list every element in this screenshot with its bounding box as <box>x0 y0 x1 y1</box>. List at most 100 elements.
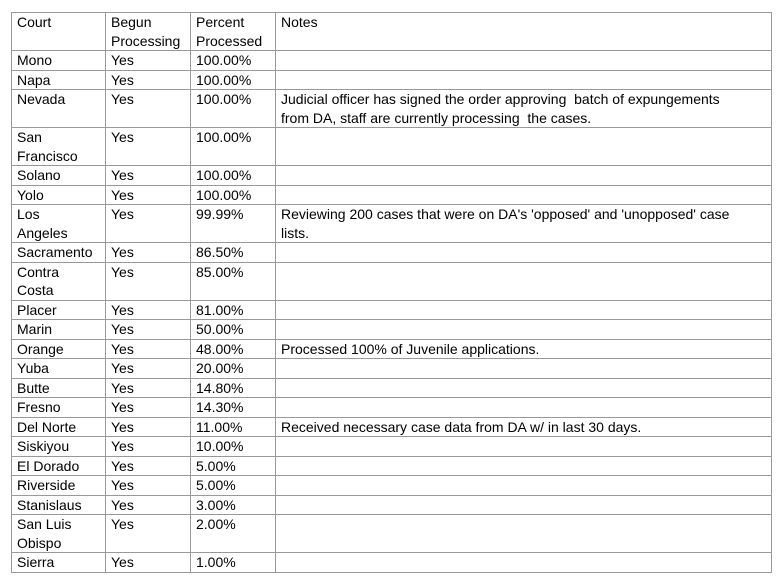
cell-court: San Luis Obispo <box>11 514 106 553</box>
cell-begun-processing: Yes <box>105 436 191 457</box>
cell-begun-processing: Yes <box>105 552 191 573</box>
table-row: Yolo Yes 100.00% <box>11 184 772 205</box>
cell-begun-processing: Yes <box>105 319 191 340</box>
table-row: El Dorado Yes 5.00% <box>11 455 772 476</box>
cell-percent-processed: 14.80% <box>190 377 276 398</box>
cell-notes <box>275 319 772 340</box>
cell-notes <box>275 397 772 418</box>
cell-court: Yolo <box>11 184 106 205</box>
table-row: Contra Costa Yes 85.00% <box>11 261 772 301</box>
cell-notes <box>275 514 772 553</box>
cell-notes: Reviewing 200 cases that were on DA's 'o… <box>275 204 772 243</box>
table-row: Marin Yes 50.00% <box>11 319 772 340</box>
cell-court: Solano <box>11 165 106 186</box>
cell-court: Butte <box>11 377 106 398</box>
cell-percent-processed: 48.00% <box>190 338 276 359</box>
cell-court: Los Angeles <box>11 204 106 243</box>
cell-begun-processing: Yes <box>105 204 191 243</box>
cell-notes: Judicial officer has signed the order ap… <box>275 89 772 128</box>
cell-begun-processing: Yes <box>105 377 191 398</box>
cell-court: Mono <box>11 50 106 71</box>
cell-court: Yuba <box>11 358 106 379</box>
cell-court: El Dorado <box>11 455 106 476</box>
cell-begun-processing: Yes <box>105 261 191 301</box>
cell-percent-processed: 100.00% <box>190 165 276 186</box>
table-row: Sacramento Yes 86.50% <box>11 242 772 263</box>
cell-notes <box>275 475 772 496</box>
cell-begun-processing: Yes <box>105 416 191 437</box>
table-row: Sierra Yes 1.00% <box>11 552 772 573</box>
cell-percent-processed: 86.50% <box>190 242 276 263</box>
cell-percent-processed: 1.00% <box>190 552 276 573</box>
cell-percent-processed: 50.00% <box>190 319 276 340</box>
cell-court: Nevada <box>11 89 106 128</box>
cell-begun-processing: Yes <box>105 455 191 476</box>
column-header-percent-processed: Percent Processed <box>190 12 276 51</box>
table-row: Butte Yes 14.80% <box>11 377 772 398</box>
cell-percent-processed: 100.00% <box>190 127 276 166</box>
cell-court: Stanislaus <box>11 494 106 515</box>
table-row: Napa Yes 100.00% <box>11 69 772 90</box>
cell-court: Del Norte <box>11 416 106 437</box>
cell-percent-processed: 81.00% <box>190 299 276 320</box>
cell-percent-processed: 5.00% <box>190 455 276 476</box>
cell-begun-processing: Yes <box>105 475 191 496</box>
table-row: Nevada Yes 100.00% Judicial officer has … <box>11 89 772 128</box>
cell-begun-processing: Yes <box>105 127 191 166</box>
cell-begun-processing: Yes <box>105 338 191 359</box>
cell-percent-processed: 5.00% <box>190 475 276 496</box>
cell-begun-processing: Yes <box>105 494 191 515</box>
cell-notes <box>275 184 772 205</box>
cell-notes <box>275 242 772 263</box>
table-row: Solano Yes 100.00% <box>11 165 772 186</box>
cell-percent-processed: 10.00% <box>190 436 276 457</box>
cell-notes <box>275 377 772 398</box>
cell-notes <box>275 358 772 379</box>
table-header-row: Court Begun Processing Percent Processed… <box>11 12 772 51</box>
cell-court: Sacramento <box>11 242 106 263</box>
table-row: Placer Yes 81.00% <box>11 299 772 320</box>
cell-notes <box>275 69 772 90</box>
cell-percent-processed: 100.00% <box>190 50 276 71</box>
table-row: Del Norte Yes 11.00% Received necessary … <box>11 416 772 437</box>
cell-percent-processed: 85.00% <box>190 261 276 301</box>
table-row: San Francisco Yes 100.00% <box>11 127 772 166</box>
cell-court: Sierra <box>11 552 106 573</box>
cell-begun-processing: Yes <box>105 299 191 320</box>
column-header-notes: Notes <box>275 12 772 51</box>
cell-percent-processed: 20.00% <box>190 358 276 379</box>
cell-court: Placer <box>11 299 106 320</box>
cell-court: Contra Costa <box>11 261 106 301</box>
cell-court: Siskiyou <box>11 436 106 457</box>
cell-percent-processed: 100.00% <box>190 184 276 205</box>
cell-notes <box>275 50 772 71</box>
cell-notes: Received necessary case data from DA w/ … <box>275 416 772 437</box>
cell-court: Fresno <box>11 397 106 418</box>
table-row: Siskiyou Yes 10.00% <box>11 436 772 457</box>
cell-court: Orange <box>11 338 106 359</box>
cell-begun-processing: Yes <box>105 89 191 128</box>
cell-notes <box>275 165 772 186</box>
cell-begun-processing: Yes <box>105 69 191 90</box>
cell-percent-processed: 2.00% <box>190 514 276 553</box>
cell-percent-processed: 3.00% <box>190 494 276 515</box>
cell-percent-processed: 14.30% <box>190 397 276 418</box>
cell-notes <box>275 436 772 457</box>
column-header-begun-processing: Begun Processing <box>105 12 191 51</box>
table-row: Mono Yes 100.00% <box>11 50 772 71</box>
cell-percent-processed: 99.99% <box>190 204 276 243</box>
table-row: Los Angeles Yes 99.99% Reviewing 200 cas… <box>11 204 772 243</box>
cell-begun-processing: Yes <box>105 242 191 263</box>
cell-begun-processing: Yes <box>105 50 191 71</box>
table-row: San Luis Obispo Yes 2.00% <box>11 514 772 553</box>
table-row: Stanislaus Yes 3.00% <box>11 494 772 515</box>
table-row: Fresno Yes 14.30% <box>11 397 772 418</box>
cell-begun-processing: Yes <box>105 184 191 205</box>
cell-notes <box>275 552 772 573</box>
column-header-court: Court <box>11 12 106 51</box>
table-row: Orange Yes 48.00% Processed 100% of Juve… <box>11 338 772 359</box>
cell-court: San Francisco <box>11 127 106 166</box>
cell-begun-processing: Yes <box>105 514 191 553</box>
cell-percent-processed: 100.00% <box>190 89 276 128</box>
